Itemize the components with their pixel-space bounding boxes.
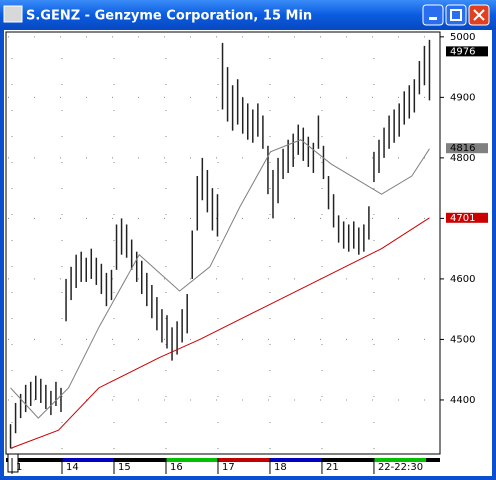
price-tag (446, 143, 488, 154)
moving-average (10, 217, 430, 449)
y-tick-label: 4800 (450, 153, 475, 164)
x-tick-label: 21 (326, 462, 339, 473)
y-tick-label: 4500 (450, 334, 475, 345)
day-strip (62, 458, 114, 462)
day-strip (374, 458, 426, 462)
day-strip (166, 458, 218, 462)
scroll-box[interactable] (7, 453, 19, 473)
y-tick-label: 4900 (450, 92, 475, 103)
x-tick-label: 15 (118, 462, 131, 473)
price-tag-label: 4976 (450, 46, 475, 57)
title-bar (0, 0, 496, 30)
day-strip (218, 458, 270, 462)
price-tag-label: 4816 (450, 143, 475, 154)
y-tick-label: 4400 (450, 395, 475, 406)
chart-area (4, 30, 492, 476)
app-icon (3, 5, 23, 23)
price-tag (446, 46, 488, 57)
maximize-icon (450, 9, 462, 21)
close-icon (473, 9, 485, 21)
x-tick-label: 16 (170, 462, 183, 473)
maximize-button[interactable] (445, 4, 467, 26)
x-tick-label: 14 (66, 462, 79, 473)
x-tick-label: 18 (274, 462, 287, 473)
x-tick-label: 1 (16, 462, 22, 473)
minimize-button[interactable] (422, 4, 444, 26)
price-tag (446, 212, 488, 223)
x-tick-label: 22-22:30 (378, 462, 423, 473)
y-tick-label: 4600 (450, 274, 475, 285)
price-tag-label: 4701 (450, 213, 475, 224)
day-strip (270, 458, 322, 462)
moving-average (10, 139, 430, 419)
y-tick-label: 5000 (450, 32, 475, 43)
x-tick-label: 17 (222, 462, 235, 473)
plot-border (5, 31, 441, 455)
minimize-icon (429, 17, 437, 20)
window-title: S.GENZ - Genzyme Corporation, 15 Min (26, 9, 312, 24)
